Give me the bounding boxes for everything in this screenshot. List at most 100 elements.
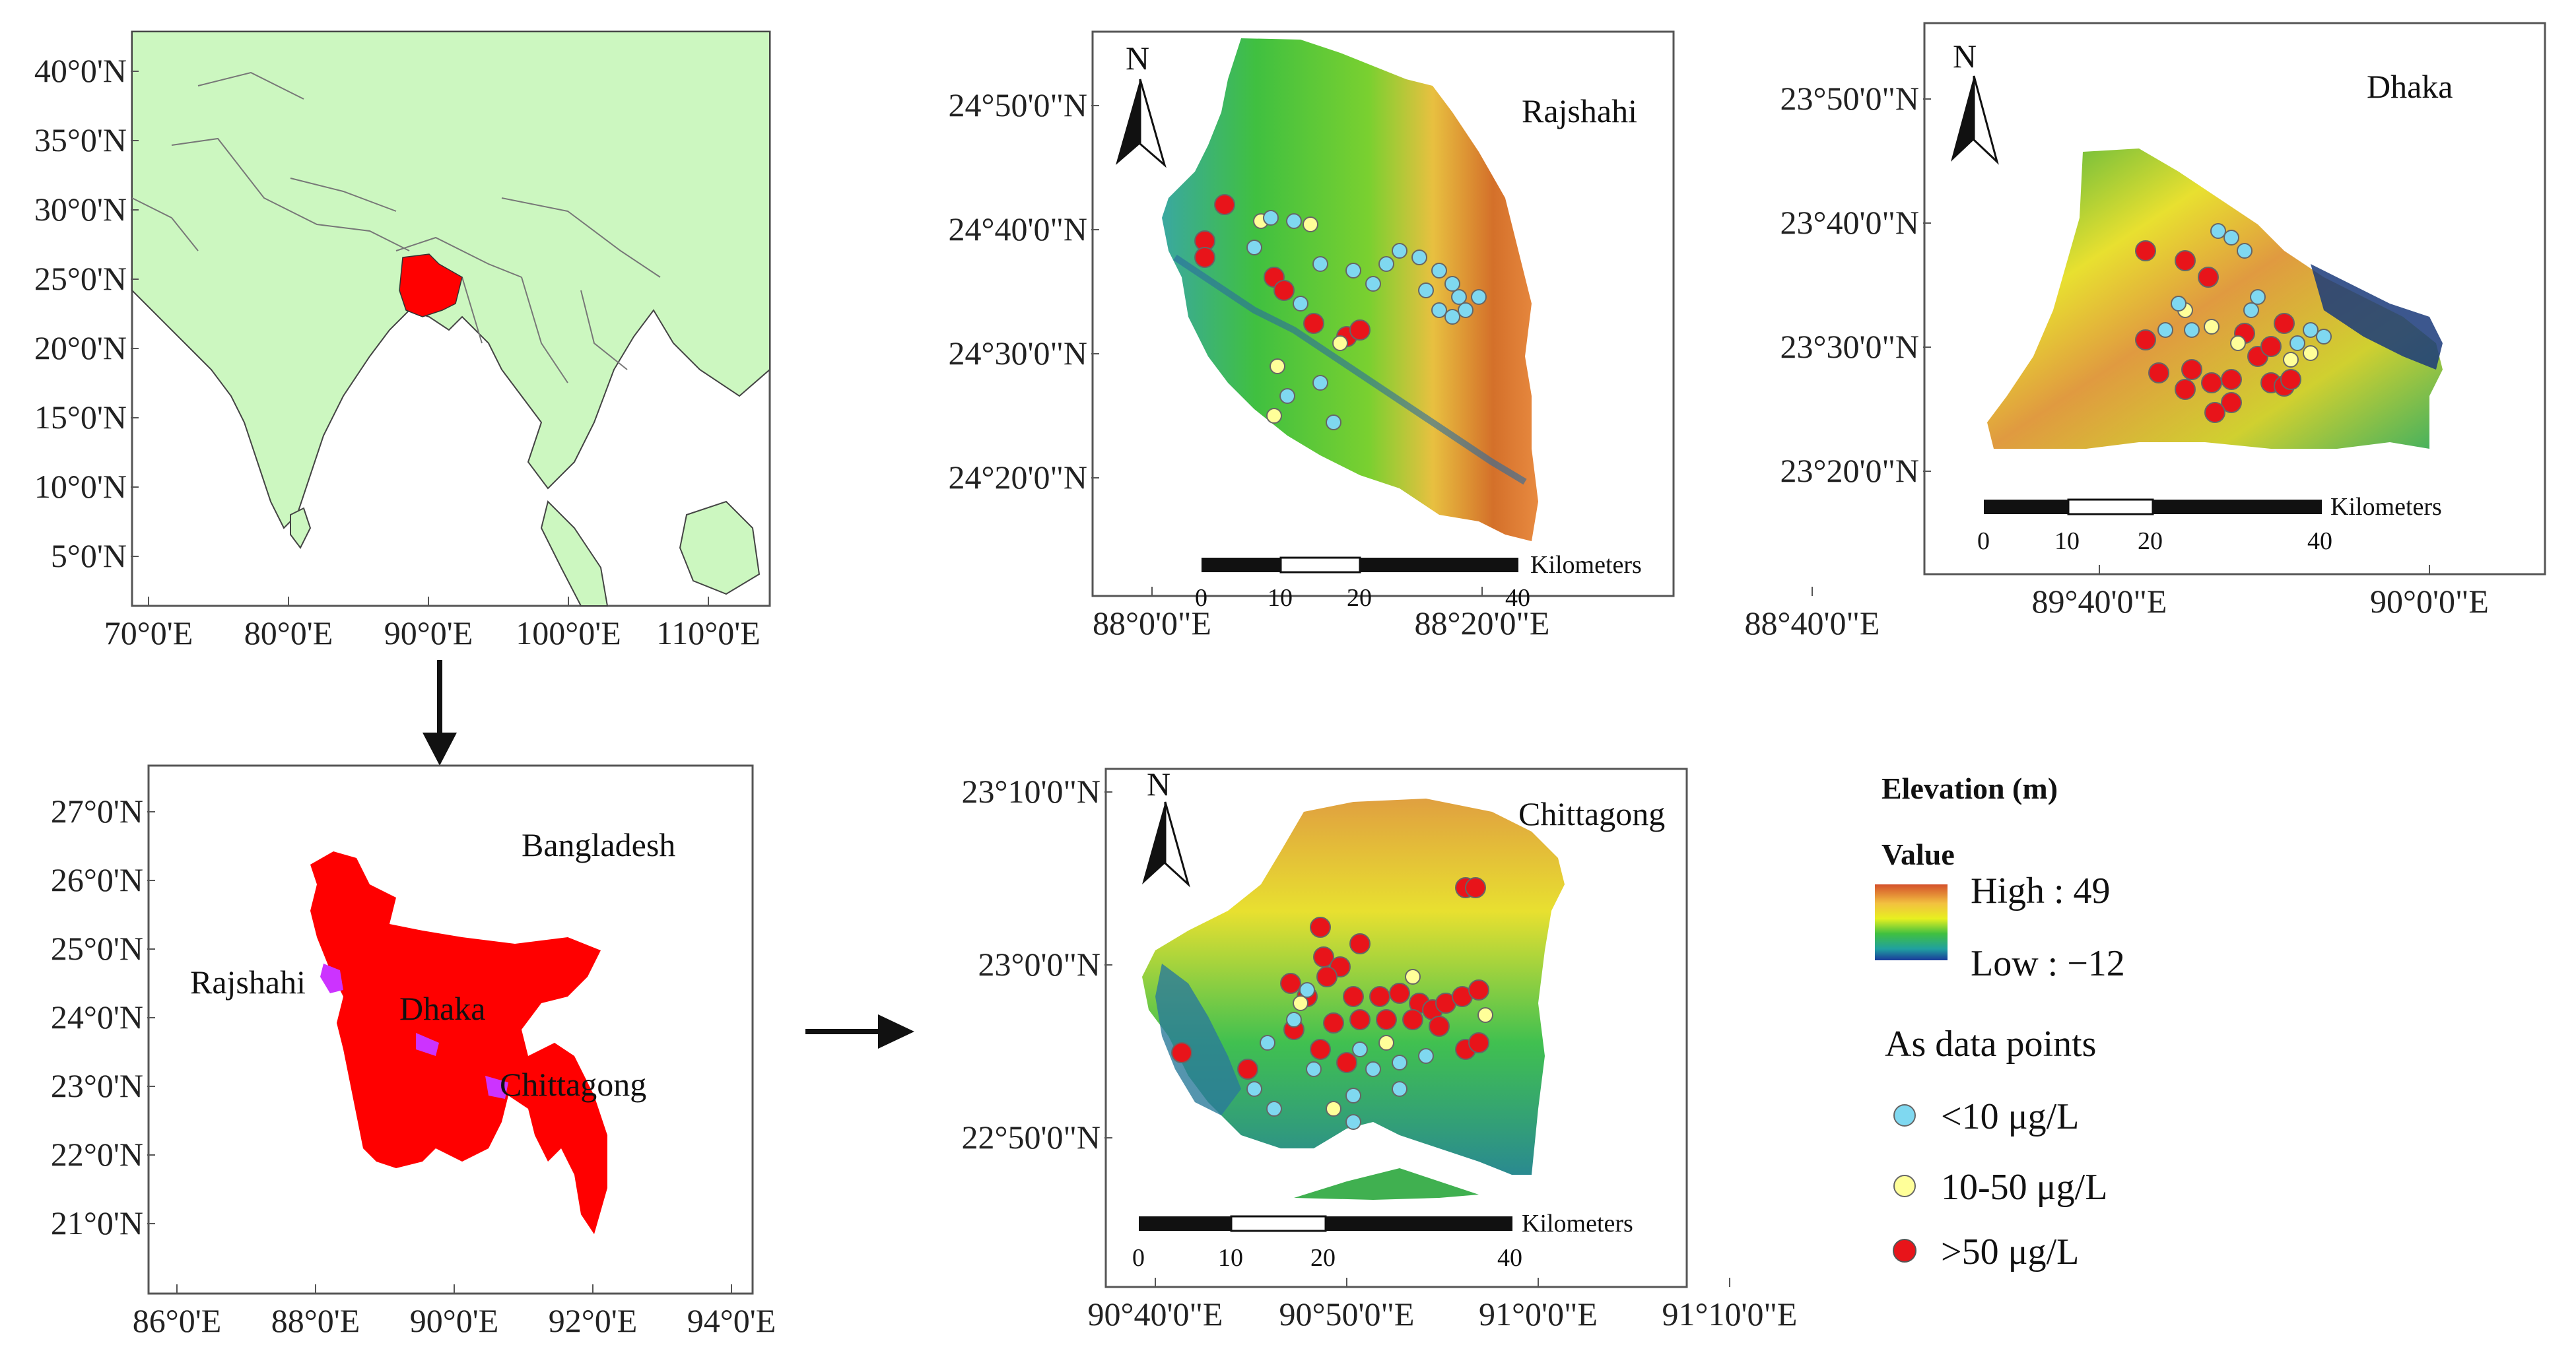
- chittagong-island: [1294, 1168, 1479, 1200]
- chittagong-point: [1418, 1048, 1434, 1064]
- dhaka-point: [2274, 313, 2295, 334]
- dhaka-area: [416, 1033, 439, 1056]
- svg-text:10: 10: [1268, 584, 1293, 612]
- rajshahi-ytick-label: 24°20'0"N: [948, 459, 1087, 496]
- asia-panel: 40°0'N 35°0'N 30°0'N 25°0'N 20°0'N 15°0'N 10°0…: [34, 30, 771, 651]
- chittagong-north-arrow: N: [1142, 766, 1190, 888]
- svg-text:20: 20: [2138, 527, 2163, 555]
- bangladesh-country-shape: [310, 851, 607, 1234]
- chittagong-xtick-label: 90°50'0"E: [1279, 1296, 1415, 1333]
- rajshahi-point: [1312, 256, 1328, 272]
- rajshahi-point: [1444, 276, 1460, 292]
- rajshahi-point: [1378, 256, 1394, 272]
- rajshahi-point: [1266, 408, 1282, 424]
- rajshahi-point: [1273, 280, 1295, 301]
- chittagong-xtick-label: 91°10'0"E: [1662, 1296, 1798, 1333]
- legend-points-title: As data points: [1885, 1024, 2096, 1065]
- svg-text:Kilometers: Kilometers: [1530, 551, 1642, 579]
- rajshahi-xtick-label: 88°40'0"E: [1745, 605, 1880, 642]
- chittagong-point: [1326, 1101, 1341, 1117]
- svg-text:20: 20: [1310, 1244, 1336, 1272]
- chittagong-point: [1369, 986, 1390, 1007]
- rajshahi-point: [1312, 375, 1328, 391]
- bangladesh-title: Bangladesh: [522, 826, 675, 863]
- asia-x-ticks: 70°0'E 80°0'E 90°0'E 100°0'E 110°0'E: [104, 597, 761, 651]
- rajshahi-panel: Rajshahi N Kilometers 0 10 20 40 24°50'0…: [948, 30, 1880, 642]
- svg-text:0: 0: [1195, 584, 1207, 612]
- dhaka-label: Dhaka: [399, 990, 486, 1027]
- chittagong-point: [1310, 1039, 1331, 1060]
- rajshahi-point: [1214, 194, 1235, 215]
- rajshahi-point: [1303, 216, 1318, 232]
- bangladesh-x-ticks: 86°0'E 88°0'E 90°0'E 92°0'E 94°0'E: [133, 1284, 776, 1339]
- dhaka-point: [2303, 322, 2319, 338]
- legend-class-mid: 10-50 μg/L: [1941, 1167, 2107, 1208]
- chittagong-point: [1306, 1061, 1322, 1077]
- dhaka-point: [2289, 335, 2305, 351]
- asia-bangladesh-highlight: [399, 253, 463, 317]
- legend-class-high: >50 μg/L: [1941, 1232, 2079, 1272]
- rajshahi-point: [1270, 358, 1285, 374]
- chittagong-point: [1345, 1088, 1361, 1104]
- svg-text:20: 20: [1347, 584, 1372, 612]
- dhaka-ytick-label: 23°30'0"N: [1780, 328, 1919, 365]
- dhaka-point: [2250, 289, 2266, 305]
- dhaka-point: [2210, 223, 2226, 239]
- bangladesh-ytick-label: 26°0'N: [51, 861, 143, 898]
- rajshahi-point: [1345, 263, 1361, 279]
- dhaka-river: [2311, 264, 2443, 370]
- chittagong-point: [1310, 917, 1331, 938]
- chittagong-ytick-label: 22°50'0"N: [961, 1119, 1101, 1156]
- dhaka-ytick-label: 23°40'0"N: [1780, 204, 1919, 241]
- asia-ytick-label: 5°0'N: [51, 537, 127, 574]
- svg-text:40: 40: [1497, 1244, 1522, 1272]
- rajshahi-scale-bar: Kilometers 0 10 20 40: [1195, 551, 1642, 612]
- chittagong-ytick-label: 23°10'0"N: [961, 773, 1101, 810]
- chittagong-y-ticks: 23°10'0"N 23°0'0"N 22°50'0"N: [961, 773, 1112, 1156]
- chittagong-point: [1266, 1101, 1282, 1117]
- bangladesh-ytick-label: 21°0'N: [51, 1204, 143, 1241]
- legend: Elevation (m) Value High : 49 Low : −12 …: [1875, 772, 2125, 1272]
- legend-high: High : 49: [1971, 871, 2111, 911]
- dhaka-title: Dhaka: [2367, 68, 2453, 105]
- rajshahi-ytick-label: 24°30'0"N: [948, 335, 1087, 372]
- legend-symbol-mid: [1893, 1175, 1916, 1197]
- rajshahi-title: Rajshahi: [1522, 92, 1637, 129]
- chittagong-point: [1336, 1052, 1357, 1073]
- rajshahi-xtick-label: 88°20'0"E: [1415, 605, 1550, 642]
- dhaka-point: [2204, 319, 2220, 335]
- chittagong-point: [1286, 1012, 1302, 1028]
- dhaka-point: [2316, 329, 2332, 345]
- chittagong-point: [1477, 1007, 1493, 1023]
- dhaka-point: [2303, 345, 2319, 361]
- legend-symbol-high: [1893, 1239, 1916, 1263]
- rajshahi-point: [1431, 263, 1447, 279]
- rajshahi-y-ticks: 24°50'0"N 24°40'0"N 24°30'0"N 24°20'0"N: [948, 86, 1099, 496]
- chittagong-point: [1389, 983, 1410, 1004]
- chittagong-area: [485, 1076, 508, 1099]
- chittagong-point: [1316, 966, 1338, 987]
- sumatra: [540, 500, 609, 607]
- chittagong-point: [1465, 877, 1486, 898]
- dhaka-point: [2237, 243, 2253, 259]
- chittagong-point: [1376, 1009, 1397, 1030]
- chittagong-panel: Chittagong N Kilometers 0 10 20 40 23°10…: [961, 766, 1797, 1333]
- bangladesh-xtick-label: 94°0'E: [687, 1302, 776, 1339]
- asia-xtick-label: 100°0'E: [516, 614, 621, 651]
- asia-xtick-label: 90°0'E: [384, 614, 473, 651]
- asia-ytick-label: 30°0'N: [34, 191, 127, 228]
- chittagong-title: Chittagong: [1518, 795, 1665, 832]
- dhaka-point: [2260, 336, 2282, 357]
- chittagong-scale-bar: Kilometers 0 10 20 40: [1132, 1210, 1633, 1272]
- legend-class-low: <10 μg/L: [1941, 1096, 2079, 1137]
- chittagong-point: [1405, 969, 1421, 985]
- chittagong-point: [1352, 1041, 1368, 1057]
- dhaka-point: [2135, 329, 2156, 350]
- rajshahi-point: [1279, 388, 1295, 404]
- chittagong-data-points: [1171, 877, 1493, 1130]
- chittagong-point: [1468, 979, 1489, 1001]
- rajshahi-xtick-label: 88°0'0"E: [1093, 605, 1211, 642]
- dhaka-point: [2280, 369, 2301, 390]
- chittagong-point: [1246, 1081, 1262, 1097]
- bangladesh-ytick-label: 22°0'N: [51, 1136, 143, 1173]
